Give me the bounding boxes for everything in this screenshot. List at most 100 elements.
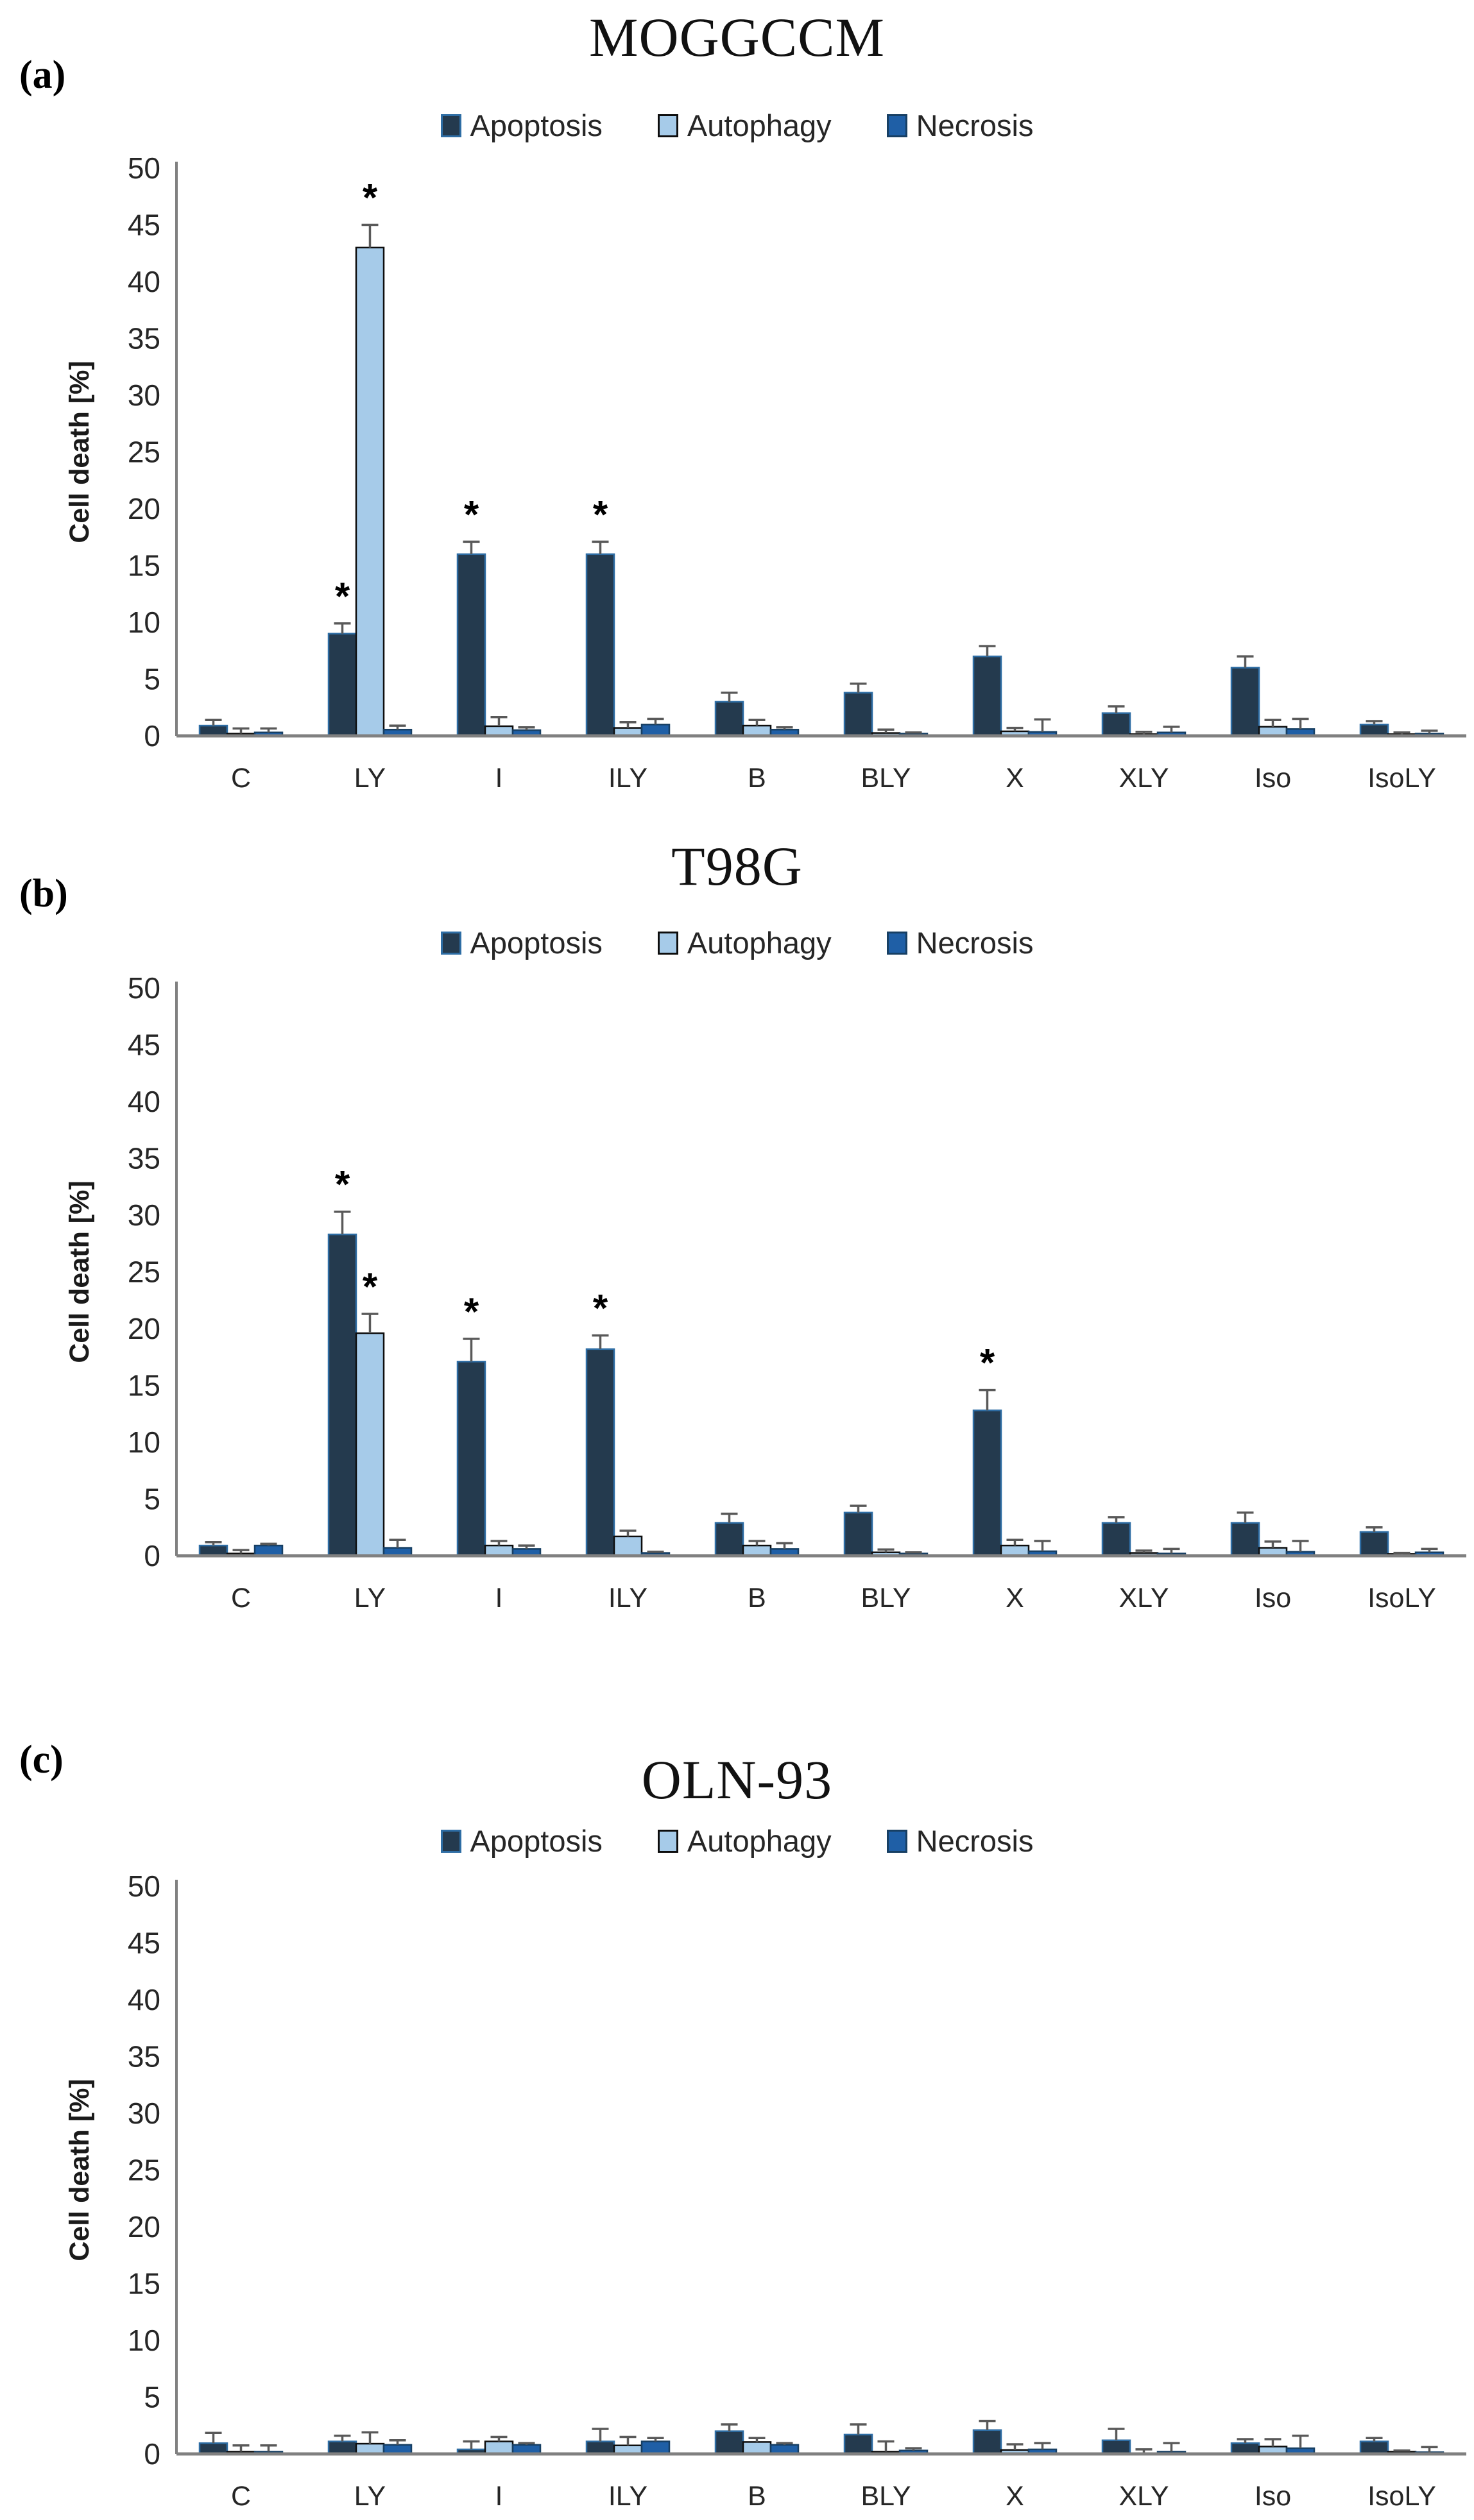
legend-item-necrosis: Necrosis: [886, 1823, 1034, 1859]
y-tick-label: 20: [128, 492, 160, 525]
significance-asterisk: *: [464, 1290, 479, 1333]
bar-apoptosis-I: [456, 1361, 486, 1557]
bar-apoptosis-X: [972, 1409, 1002, 1557]
y-tick-label: 50: [128, 1872, 160, 1903]
bar-apoptosis-X: [972, 2429, 1002, 2455]
legend-label: Autophagy: [687, 1824, 832, 1858]
x-category-label: IsoLY: [1367, 2481, 1436, 2512]
bar-autophagy-I: [484, 2440, 514, 2455]
y-tick-label: 10: [128, 2324, 160, 2357]
bar-apoptosis-Iso: [1230, 667, 1260, 737]
x-category-label: IsoLY: [1367, 1583, 1436, 1613]
bar-apoptosis-B: [714, 701, 744, 737]
bar-apoptosis-B: [714, 1522, 744, 1557]
legend-label: Autophagy: [687, 108, 832, 142]
panel-c-title: OLN-93: [641, 1749, 833, 1810]
legend-label: Necrosis: [916, 108, 1034, 142]
panel-a-label: (a): [19, 53, 66, 97]
bar-apoptosis-ILY: [585, 1348, 615, 1557]
x-category-label: I: [495, 1583, 503, 1613]
bar-autophagy-B: [742, 2441, 772, 2455]
bar-apoptosis-BLY: [843, 2433, 873, 2455]
legend-swatch-apoptosis-icon: [440, 931, 461, 955]
y-tick-label: 50: [128, 976, 160, 1005]
panel-b-label: (b): [19, 872, 68, 915]
y-tick-label: 15: [128, 549, 160, 583]
x-category-label: Iso: [1255, 2481, 1291, 2512]
legend-label: Necrosis: [916, 1824, 1034, 1858]
bar-necrosis-ILY: [640, 2440, 671, 2455]
bar-necrosis-ILY: [640, 724, 671, 737]
bar-autophagy-LY: [355, 1332, 385, 1557]
panel-b-title: T98G: [671, 835, 803, 897]
legend-swatch-necrosis-icon: [886, 114, 907, 137]
legend-swatch-autophagy-icon: [657, 1829, 678, 1853]
x-category-label: C: [231, 2481, 251, 2512]
x-category-label: I: [495, 763, 503, 794]
x-category-label: X: [1006, 1583, 1024, 1613]
significance-asterisk: *: [980, 1341, 995, 1384]
x-category-label: LY: [354, 763, 386, 794]
x-category-label: I: [495, 2481, 503, 2512]
legend-swatch-autophagy-icon: [657, 931, 678, 955]
x-category-label: Iso: [1255, 763, 1291, 794]
x-category-label: C: [231, 1583, 251, 1613]
panel-a-legend: Apoptosis Autophagy Necrosis: [0, 108, 1474, 143]
panel-c-label: (c): [19, 1738, 64, 1782]
bar-apoptosis-LY: [327, 1233, 357, 1557]
y-tick-label: 5: [144, 1483, 160, 1516]
y-tick-label: 15: [128, 1369, 160, 1402]
x-category-label: C: [231, 763, 251, 794]
bar-apoptosis-C: [198, 2442, 228, 2455]
y-tick-label: 35: [128, 1142, 160, 1175]
panel-c-legend: Apoptosis Autophagy Necrosis: [0, 1823, 1474, 1859]
x-category-label: B: [748, 763, 766, 794]
significance-asterisk: *: [593, 493, 608, 536]
significance-asterisk: *: [363, 176, 378, 219]
x-category-label: XLY: [1118, 1583, 1169, 1613]
y-tick-label: 10: [128, 1426, 160, 1459]
y-tick-label: 45: [128, 1927, 160, 1960]
bar-apoptosis-LY: [327, 633, 357, 737]
significance-asterisk: *: [593, 1287, 608, 1330]
legend-item-necrosis: Necrosis: [886, 925, 1033, 960]
x-category-label: LY: [354, 1583, 386, 1613]
y-tick-label: 0: [144, 719, 160, 753]
legend-swatch-apoptosis-icon: [440, 1829, 461, 1853]
x-category-label: XLY: [1118, 2481, 1169, 2512]
y-tick-label: 40: [128, 1983, 160, 2016]
bar-apoptosis-X: [972, 655, 1002, 737]
y-tick-label: 30: [128, 379, 160, 412]
y-tick-label: 20: [128, 2210, 160, 2243]
x-category-label: B: [748, 2481, 766, 2512]
bar-apoptosis-XLY: [1101, 2439, 1131, 2455]
significance-asterisk: *: [335, 575, 350, 618]
bar-apoptosis-BLY: [843, 692, 873, 737]
y-tick-label: 20: [128, 1312, 160, 1345]
legend-item-autophagy: Autophagy: [657, 1823, 832, 1859]
bar-apoptosis-I: [456, 553, 486, 737]
x-category-label: Iso: [1255, 1583, 1291, 1613]
bar-apoptosis-ILY: [585, 553, 615, 737]
y-tick-label: 30: [128, 2097, 160, 2130]
y-tick-label: 35: [128, 322, 160, 355]
legend-swatch-apoptosis-icon: [440, 114, 461, 137]
legend-label: Apoptosis: [470, 108, 603, 142]
x-category-label: LY: [354, 2481, 386, 2512]
bar-apoptosis-Iso: [1230, 1522, 1260, 1557]
legend-item-apoptosis: Apoptosis: [440, 925, 603, 960]
y-tick-label: 25: [128, 2154, 160, 2187]
y-tick-label: 25: [128, 1256, 160, 1289]
bar-apoptosis-IsoLY: [1359, 1531, 1389, 1557]
x-category-label: X: [1006, 2481, 1024, 2512]
bar-apoptosis-IsoLY: [1359, 724, 1389, 737]
y-tick-label: 45: [128, 1028, 160, 1062]
y-tick-label: 0: [144, 1539, 160, 1572]
y-tick-label: 35: [128, 2040, 160, 2073]
y-tick-label: 50: [128, 157, 160, 185]
bar-apoptosis-XLY: [1101, 712, 1131, 737]
y-tick-label: 40: [128, 1085, 160, 1118]
x-category-label: X: [1006, 763, 1024, 794]
legend-item-autophagy: Autophagy: [657, 108, 832, 143]
